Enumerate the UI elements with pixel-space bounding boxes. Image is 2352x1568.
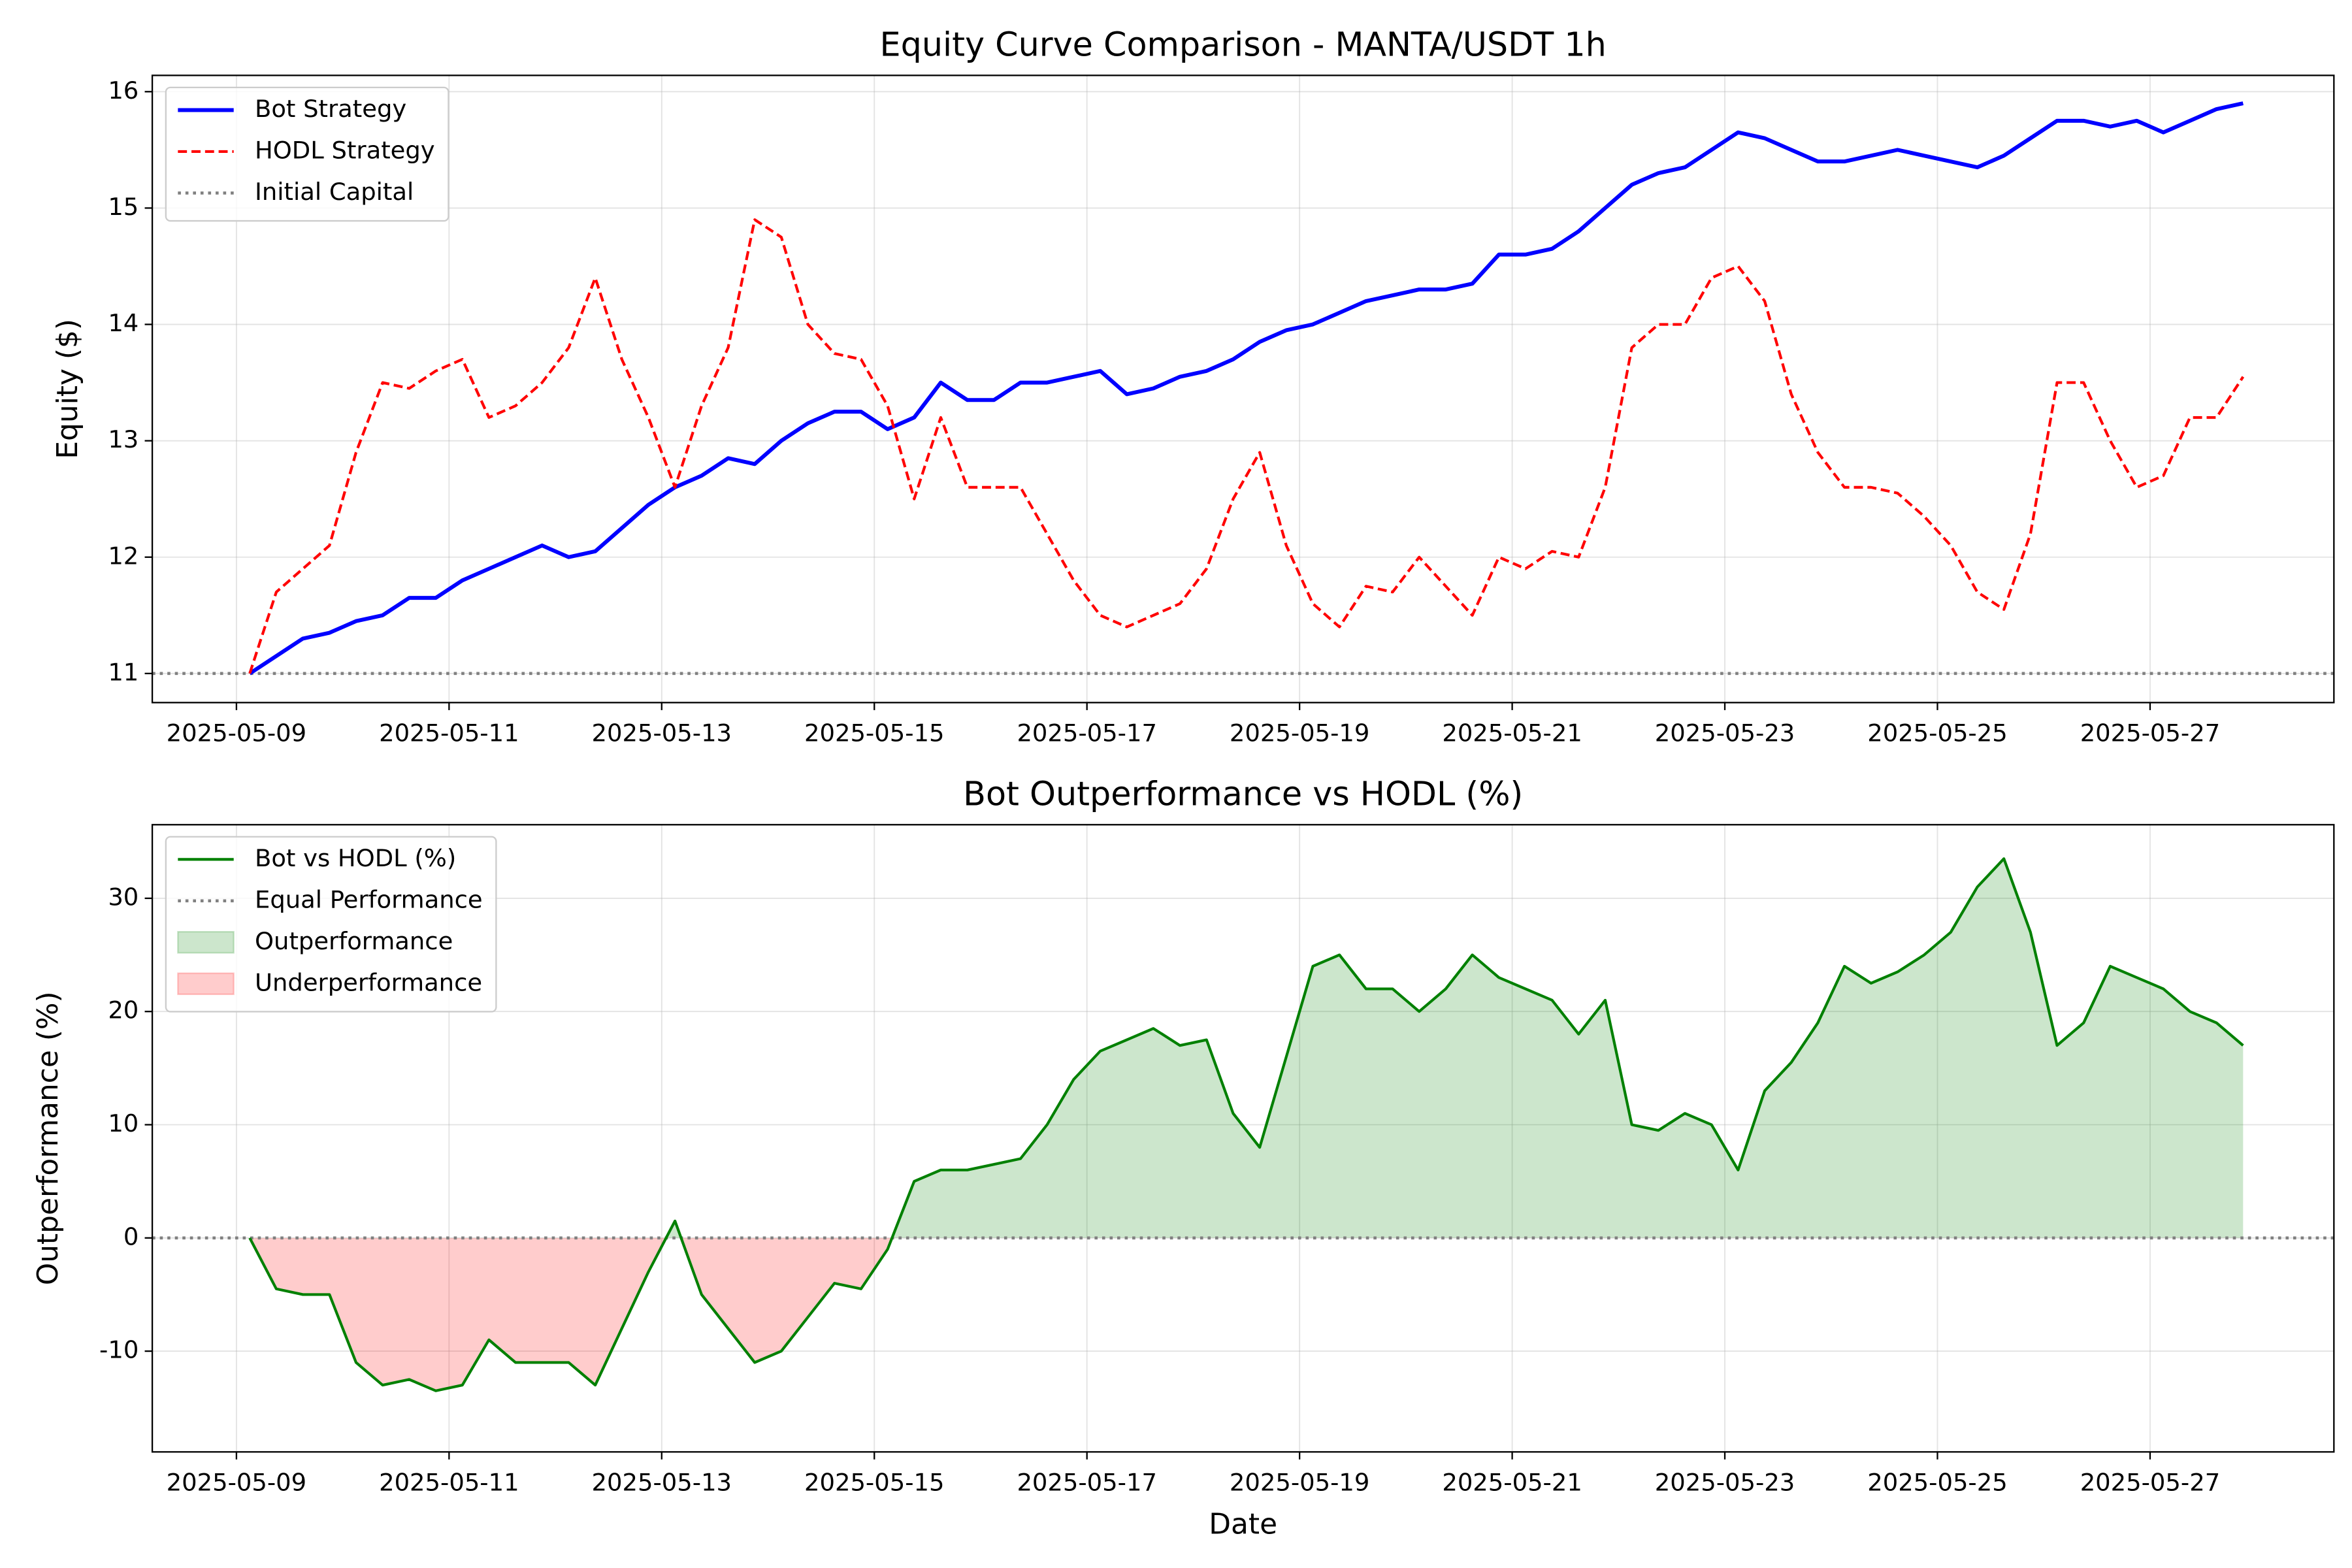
x-tick-label: 2025-05-21 <box>1442 719 1582 747</box>
legend-label: HODL Strategy <box>255 136 435 164</box>
x-tick-label: 2025-05-11 <box>379 719 519 747</box>
x-tick-label: 2025-05-23 <box>1655 719 1795 747</box>
legend: Bot Strategy HODL Strategy Initial Capital <box>165 86 449 222</box>
x-tick-label: 2025-05-15 <box>804 719 944 747</box>
x-tick-label: 2025-05-11 <box>379 1468 519 1496</box>
x-tick-label: 2025-05-19 <box>1230 1468 1369 1496</box>
fill-area <box>250 858 2244 1238</box>
legend-box <box>165 836 497 1013</box>
legend-label: Bot Strategy <box>255 95 406 123</box>
y-axis-label: Equity ($) <box>51 319 84 459</box>
y-axis-label: Outperformance (%) <box>31 991 65 1285</box>
legend-label: Underperformance <box>255 968 482 996</box>
plot-area <box>152 857 2334 1392</box>
legend-label: Initial Capital <box>255 178 414 206</box>
legend-label: Outperformance <box>255 927 453 955</box>
y-tick-label: 14 <box>108 309 139 337</box>
x-tick-label: 2025-05-17 <box>1017 1468 1156 1496</box>
y-tick-label: 12 <box>108 542 139 570</box>
legend-label: Equal Performance <box>255 885 483 913</box>
series-line <box>248 101 2244 676</box>
y-tick-label: 13 <box>108 425 139 453</box>
y-tick-label: 10 <box>108 1109 139 1137</box>
y-tick-label: 20 <box>108 996 139 1024</box>
axes-frame <box>151 824 2335 1453</box>
x-tick-label: 2025-05-21 <box>1442 1468 1582 1496</box>
plot-area <box>152 101 2334 676</box>
y-tick-label: -10 <box>99 1336 139 1364</box>
x-tick-label: 2025-05-09 <box>167 1468 306 1496</box>
chart-title: Equity Curve Comparison - MANTA/USDT 1h <box>880 25 1607 64</box>
x-tick-label: 2025-05-15 <box>804 1468 944 1496</box>
legend-label: Bot vs HODL (%) <box>255 844 456 872</box>
x-axis-label: Date <box>1209 1507 1277 1541</box>
x-tick-label: 2025-05-17 <box>1017 719 1156 747</box>
y-tick-label: 0 <box>123 1222 139 1250</box>
legend: Bot vs HODL (%) Equal Performance Outperfo… <box>165 836 497 1013</box>
x-tick-label: 2025-05-13 <box>592 1468 732 1496</box>
x-tick-label: 2025-05-25 <box>1867 1468 2007 1496</box>
x-tick-label: 2025-05-25 <box>1867 719 2007 747</box>
x-tick-label: 2025-05-27 <box>2080 719 2220 747</box>
x-tick-label: 2025-05-09 <box>167 719 306 747</box>
legend-swatch <box>177 930 235 954</box>
x-tick-label: 2025-05-19 <box>1230 719 1369 747</box>
legend-swatch <box>177 972 235 996</box>
chart-title: Bot Outperformance vs HODL (%) <box>963 774 1523 813</box>
series-line <box>248 857 2244 1392</box>
y-tick-label: 16 <box>108 76 139 105</box>
fill-area <box>250 1237 892 1391</box>
legend-box <box>165 86 449 222</box>
y-tick-label: 30 <box>108 883 139 911</box>
x-tick-label: 2025-05-23 <box>1655 1468 1795 1496</box>
series-line <box>248 218 2245 674</box>
x-tick-label: 2025-05-13 <box>592 719 732 747</box>
axes-frame <box>151 74 2335 704</box>
x-tick-label: 2025-05-27 <box>2080 1468 2220 1496</box>
y-tick-label: 15 <box>108 193 139 221</box>
y-tick-label: 11 <box>108 658 139 686</box>
